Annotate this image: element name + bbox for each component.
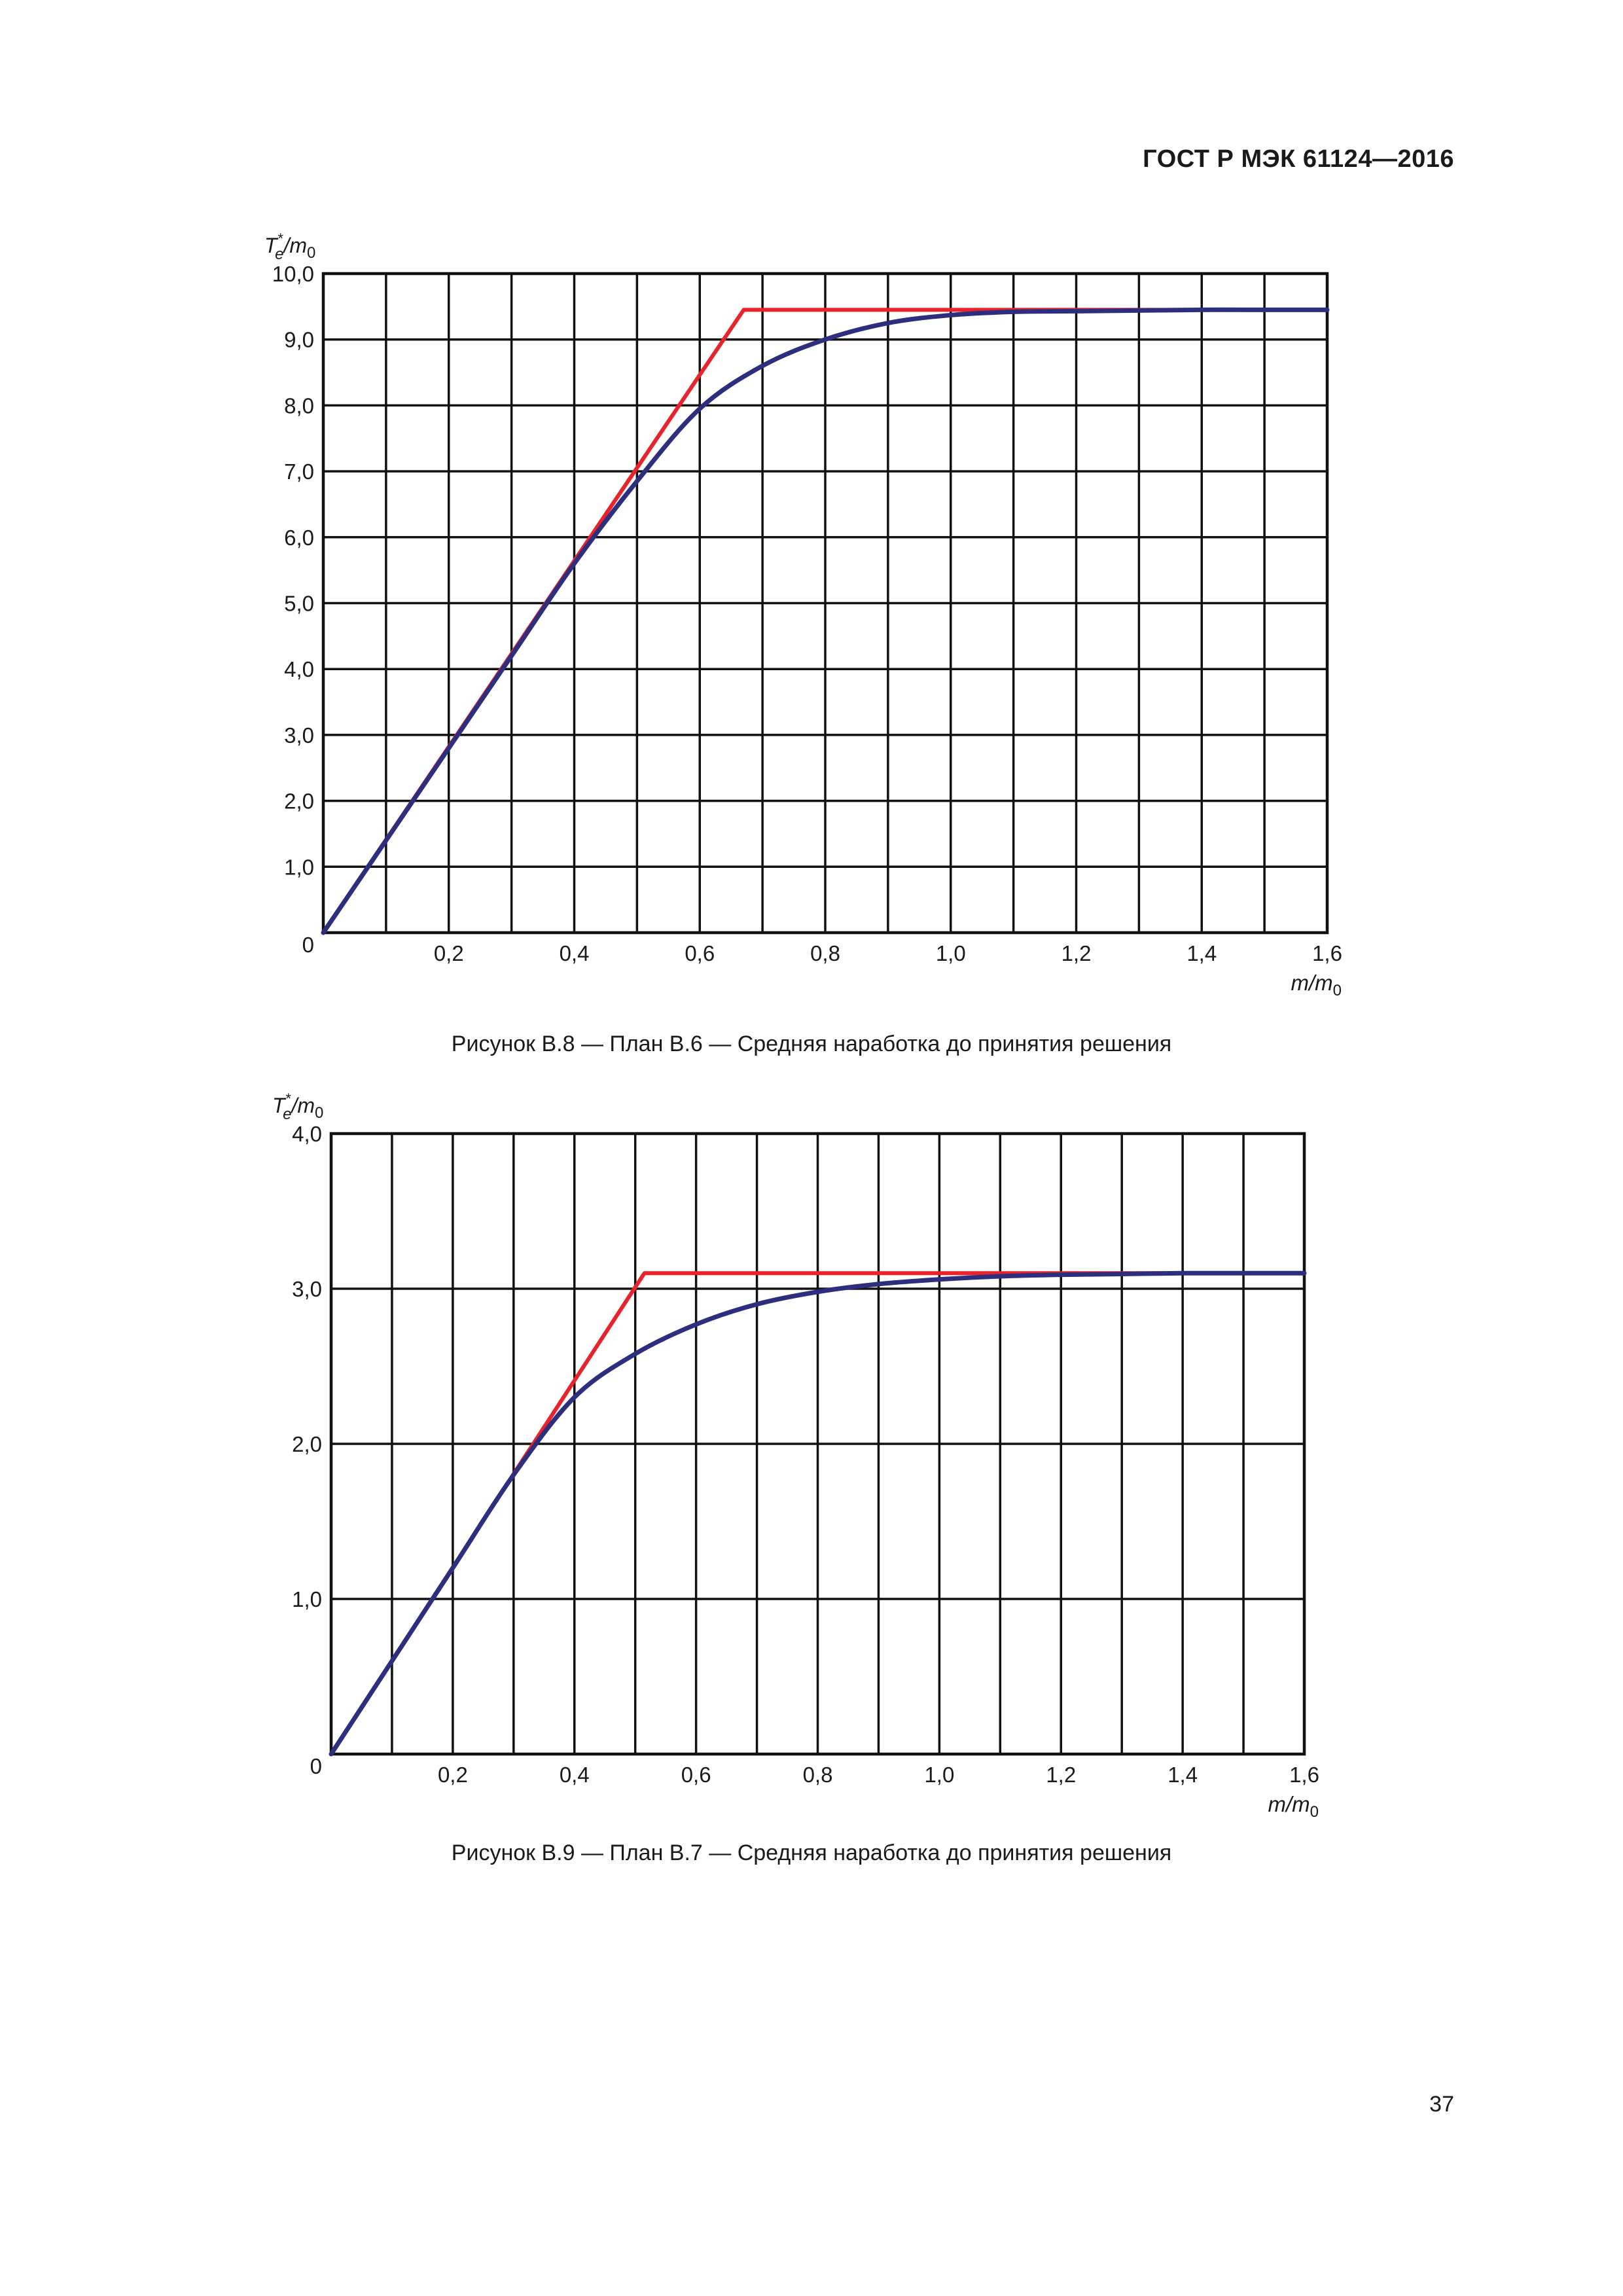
y-tick-label: 1,0	[292, 1587, 322, 1611]
y-tick-label: 1,0	[284, 855, 314, 879]
x-tick-label: 1,0	[924, 1763, 954, 1787]
x-axis-label: m/m0	[1268, 1792, 1319, 1821]
y-tick-label: 3,0	[284, 723, 314, 747]
y-tick-label: 2,0	[284, 789, 314, 814]
chart-figure-b8: 1,0 2,0 3,0 4,0 5,0 6,0 7,0 8,0 9,0 10,0 0 0,2 0,4 0,…	[264, 230, 1342, 999]
document-header: ГОСТ Р МЭК 61124—2016	[1143, 145, 1454, 173]
origin-label: 0	[302, 933, 314, 957]
series-line-blue	[329, 1270, 1307, 1757]
series-line-blue	[321, 307, 1330, 935]
figure-caption-b8: Рисунок В.8 — План В.6 — Средняя наработ…	[451, 1031, 1172, 1056]
grid	[331, 1134, 1304, 1754]
y-tick-label: 8,0	[284, 393, 314, 418]
y-tick-label: 2,0	[292, 1432, 322, 1456]
figure-caption-b9: Рисунок В.9 — План В.7 — Средняя наработ…	[451, 1840, 1172, 1865]
grid	[323, 274, 1327, 933]
x-tick-label: 1,4	[1168, 1763, 1198, 1787]
x-tick-label: 1,0	[936, 941, 966, 965]
x-tick-label: 0,2	[438, 1763, 468, 1787]
x-tick-label: 0,6	[681, 1763, 711, 1787]
x-tick-label: 0,8	[810, 941, 840, 965]
y-tick-label: 6,0	[284, 526, 314, 550]
plot-frame	[321, 272, 1329, 935]
y-axis-label: T* e/m0	[272, 1090, 323, 1123]
y-tick-label: 3,0	[292, 1277, 322, 1301]
y-tick-label: 10,0	[272, 262, 314, 286]
y-tick-label: 5,0	[284, 592, 314, 616]
x-tick-label: 0,2	[434, 941, 464, 965]
y-tick-label: 9,0	[284, 328, 314, 352]
y-tick-label: 7,0	[284, 459, 314, 484]
x-axis-label: m/m0	[1291, 971, 1342, 999]
y-tick-label: 4,0	[284, 657, 314, 681]
y-axis-label: T* e/m0	[264, 230, 315, 263]
x-tick-label: 0,4	[560, 1763, 590, 1787]
origin-label: 0	[310, 1754, 322, 1778]
x-tick-label: 0,4	[560, 941, 590, 965]
chart-figure-b9: 1,0 2,0 3,0 4,0 0 0,2 0,4 0,6 0,8 1,0 1,2 1,4 1,6 m/m…	[272, 1090, 1319, 1821]
plot-frame	[329, 1132, 1306, 1756]
page-number: 37	[1429, 2092, 1454, 2117]
x-tick-label: 1,2	[1046, 1763, 1076, 1787]
x-tick-label: 1,2	[1061, 941, 1092, 965]
x-tick-label: 0,8	[803, 1763, 833, 1787]
x-tick-label: 0,6	[685, 941, 715, 965]
x-tick-label: 1,6	[1312, 941, 1342, 965]
x-tick-label: 1,6	[1289, 1763, 1319, 1787]
y-tick-label: 4,0	[292, 1122, 322, 1146]
x-tick-label: 1,4	[1186, 941, 1217, 965]
